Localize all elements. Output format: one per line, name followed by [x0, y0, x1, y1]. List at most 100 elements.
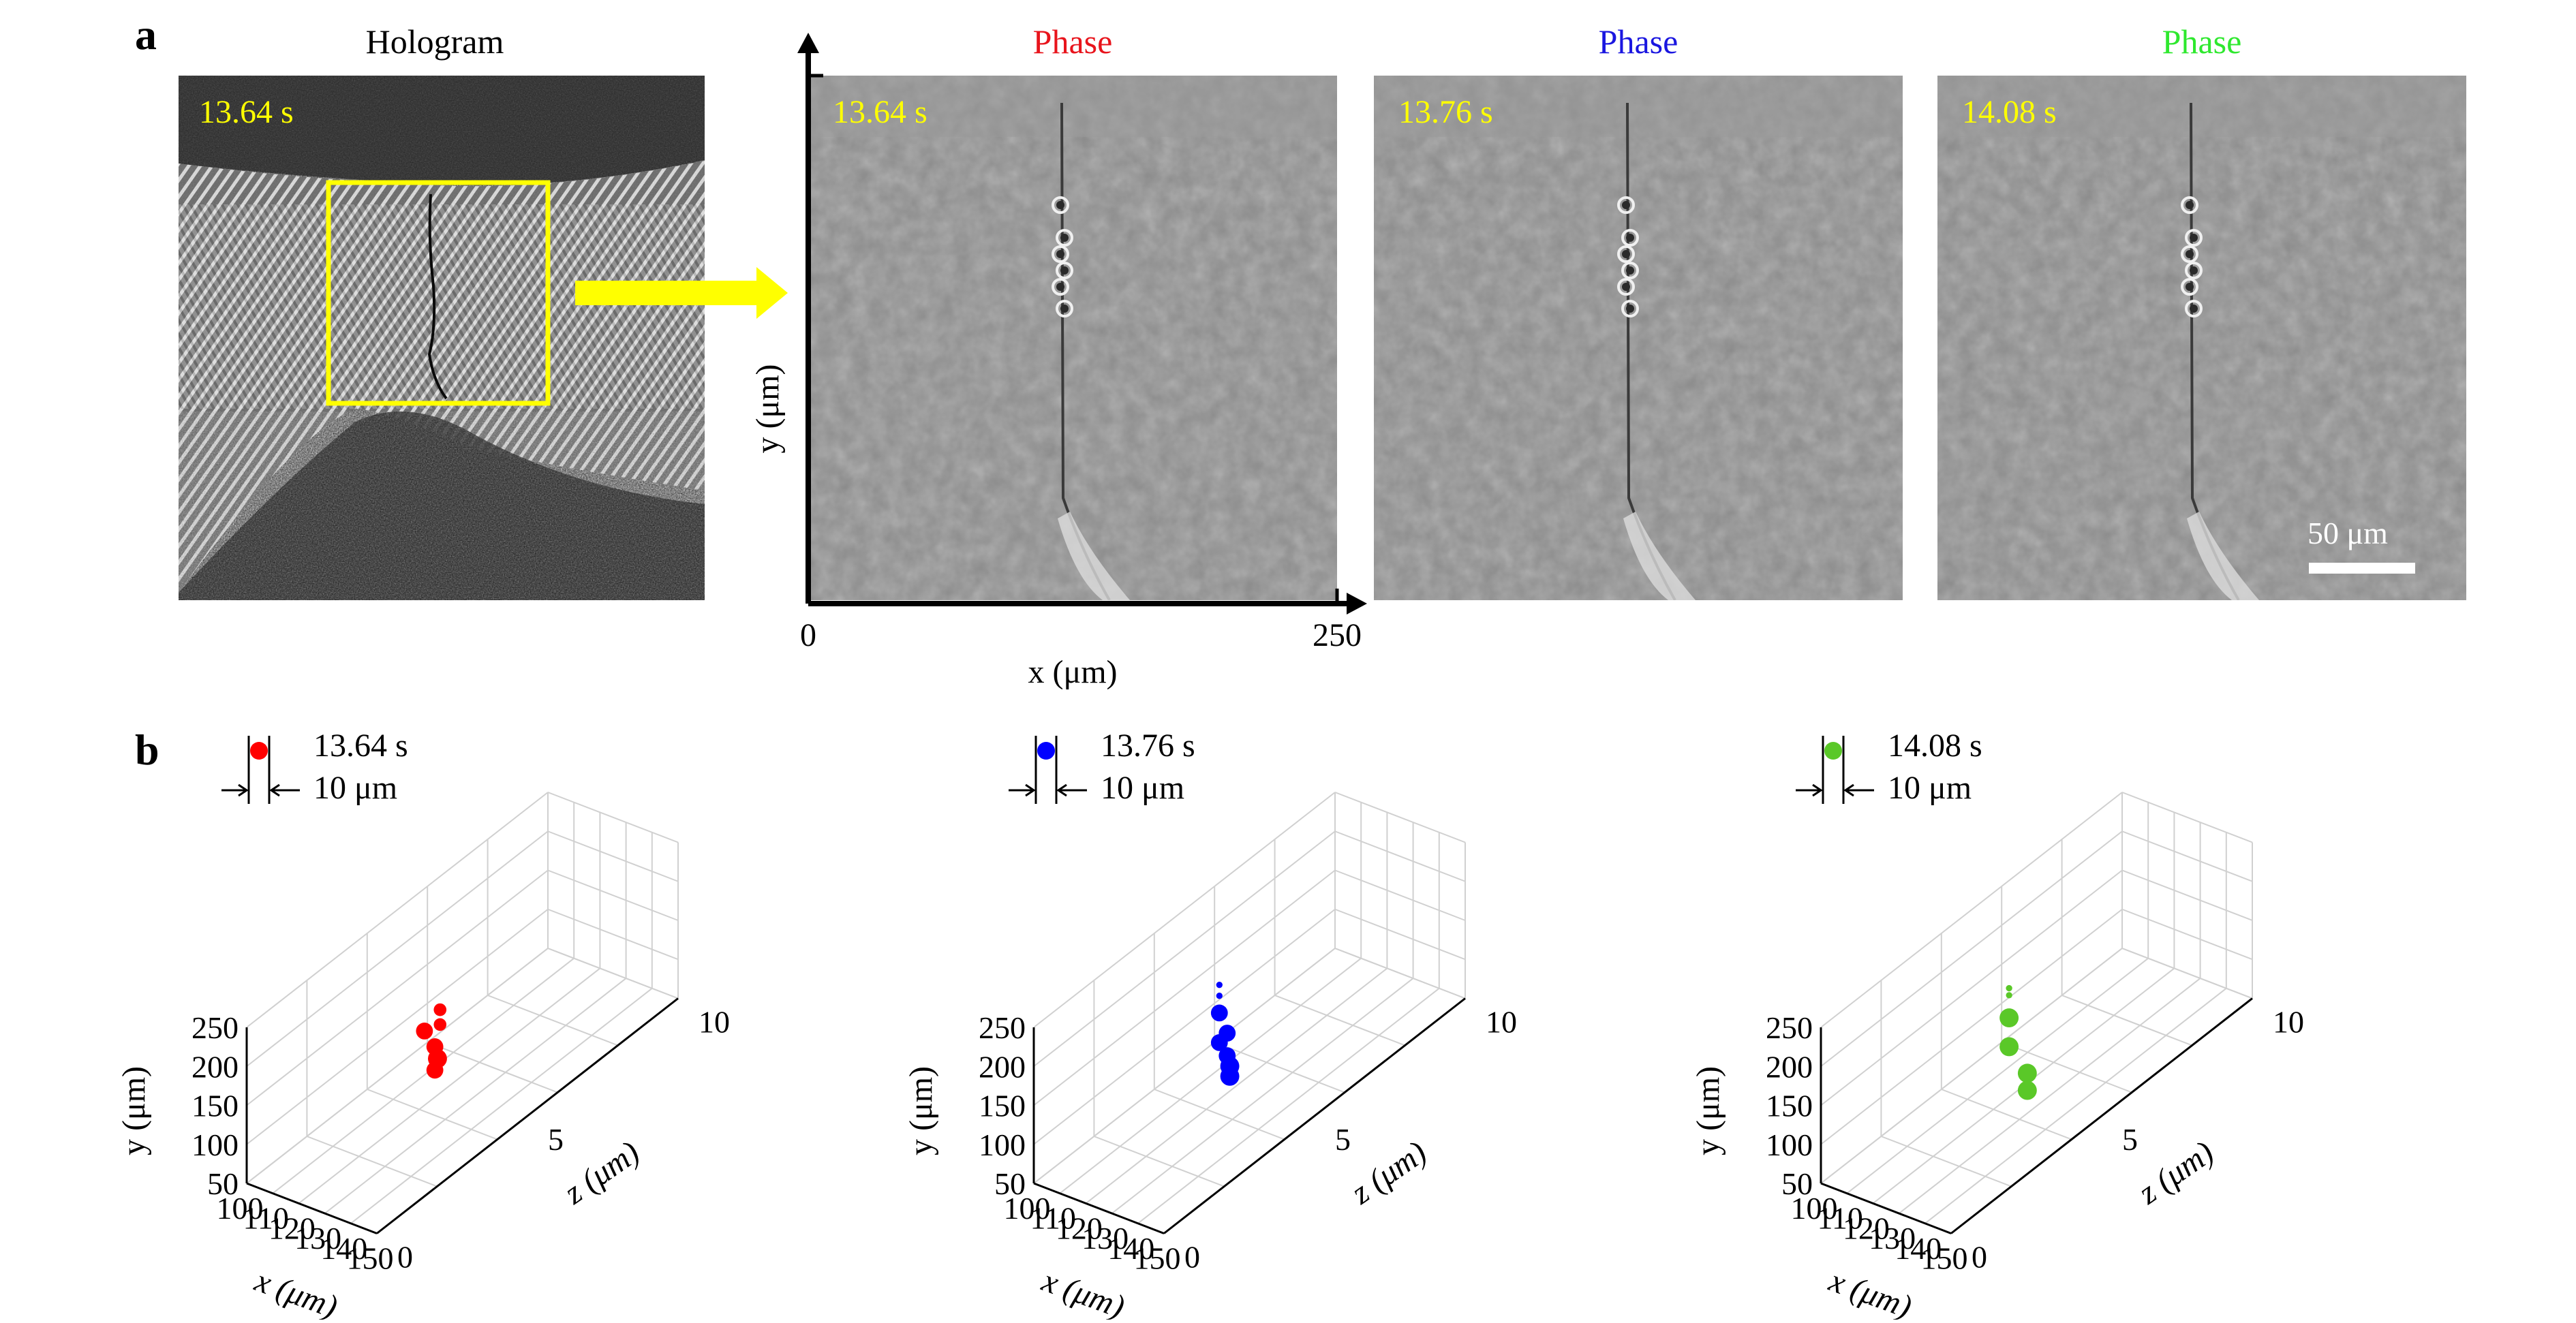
data-point	[1216, 982, 1223, 989]
y-tick-label: 250	[191, 1010, 239, 1045]
x-tick-label: 140	[320, 1231, 367, 1266]
size-legend-arrow-left	[1796, 783, 1823, 797]
grid-line	[1154, 1089, 1285, 1140]
z-tick-label: 5	[548, 1122, 564, 1157]
grid-line	[1334, 948, 1466, 999]
phase-time-label-3: 14.08 s	[1962, 94, 2057, 130]
phase-x-max-label: 250	[1313, 617, 1362, 653]
grid-line	[324, 978, 627, 1214]
x-tick-label: 110	[243, 1201, 289, 1236]
grid-line	[246, 830, 549, 1068]
x-tick-label: 100	[217, 1191, 264, 1226]
size-legend-arrow-right	[1843, 783, 1874, 797]
grid-line	[1820, 869, 2123, 1106]
droplet	[2181, 278, 2198, 296]
grid-line	[1334, 908, 1466, 961]
droplet	[1621, 229, 1639, 247]
size-legend-marker	[250, 742, 268, 760]
phase-x-axis-label: x (μm)	[1028, 654, 1117, 690]
grid-line	[2121, 908, 2253, 961]
grid-line	[1033, 830, 1336, 1068]
grid-line	[547, 830, 679, 882]
roi-box	[326, 180, 551, 406]
grid	[245, 792, 679, 1234]
grid-line	[1820, 830, 2123, 1068]
grid-line	[1820, 792, 2123, 1028]
grid-line	[307, 1136, 438, 1187]
droplet	[1617, 245, 1635, 263]
x-tick-label: 120	[1843, 1211, 1890, 1245]
x-tick-label: 100	[1791, 1191, 1838, 1226]
phase-image-3	[1937, 76, 2466, 600]
grid-line	[1059, 957, 1362, 1194]
z-tick-label: 10	[1486, 1005, 1517, 1040]
y-tick-label: 250	[979, 1010, 1026, 1045]
size-legend-time: 14.08 s	[1888, 728, 1982, 764]
data-point	[416, 1023, 433, 1040]
phase-texture	[808, 76, 1337, 600]
droplet-core	[1056, 250, 1064, 258]
grid-line	[1925, 988, 2227, 1224]
droplet-core	[1622, 283, 1630, 291]
droplet	[2185, 262, 2203, 279]
z-tick-label: 10	[699, 1005, 730, 1040]
droplet-core	[2186, 250, 2194, 258]
x-tick-label: 130	[1082, 1221, 1129, 1256]
droplet-core	[1056, 201, 1064, 209]
droplet	[2181, 196, 2198, 214]
grid-line	[272, 957, 574, 1194]
grid-line	[1137, 988, 1440, 1224]
x-axis-line	[1820, 1182, 1952, 1234]
y-tick-label: 150	[191, 1089, 239, 1123]
droplet	[1056, 262, 1073, 279]
droplet	[2185, 229, 2203, 247]
data-point	[1210, 1004, 1228, 1022]
y-tick-label: 150	[1766, 1089, 1813, 1123]
grid-line	[1085, 967, 1388, 1204]
droplet-core	[1626, 266, 1634, 275]
phase-title-1: Phase	[1033, 22, 1113, 61]
grid-line	[487, 995, 618, 1046]
grid-line	[246, 948, 549, 1184]
y-tick-label: 50	[1781, 1166, 1813, 1201]
droplet	[1617, 278, 1635, 296]
x-tick-label: 150	[1921, 1241, 1968, 1276]
grid-line	[547, 908, 679, 961]
y-tick-label: 200	[1766, 1049, 1813, 1084]
hologram-image	[179, 76, 705, 600]
phase-axes	[797, 33, 1367, 614]
phase-time-label-1: 13.64 s	[833, 94, 927, 130]
grid-line	[1033, 908, 1336, 1145]
data-point	[1999, 1037, 2019, 1057]
grid-line	[1334, 792, 1466, 843]
phase-x-min-label: 0	[800, 617, 816, 653]
droplet-core	[2190, 234, 2198, 242]
zoom-arrow-icon	[575, 267, 788, 319]
grid-line	[1033, 869, 1336, 1106]
grid-line	[1033, 948, 1336, 1184]
x-tick-label: 130	[294, 1221, 341, 1256]
size-legend-marker	[1824, 742, 1842, 760]
phase-title-3: Phase	[2162, 22, 2242, 61]
hologram-time-label: 13.64 s	[199, 94, 294, 130]
crack-bright-edge	[1058, 512, 1130, 600]
z-tick-label: 5	[2122, 1122, 2138, 1157]
y-tick-label: 200	[979, 1049, 1026, 1084]
phase-top-band	[1937, 76, 2466, 137]
y-tick-label: 250	[1766, 1010, 1813, 1045]
size-legend-arrow-left	[221, 783, 249, 797]
y-tick-label: 100	[979, 1127, 1026, 1162]
z-axis-line	[1950, 997, 2253, 1234]
y-tick-label: 100	[1766, 1127, 1813, 1162]
droplet	[1621, 262, 1639, 279]
grid-line	[547, 948, 679, 999]
x-axis-label: x (μm)	[250, 1262, 343, 1320]
phase-top-band	[808, 76, 1337, 137]
grid-line	[2121, 792, 2253, 843]
droplet	[1052, 196, 1069, 214]
crack-bright-edge	[2187, 512, 2259, 600]
x-tick-label: 150	[1134, 1241, 1181, 1276]
droplet	[1056, 300, 1073, 317]
